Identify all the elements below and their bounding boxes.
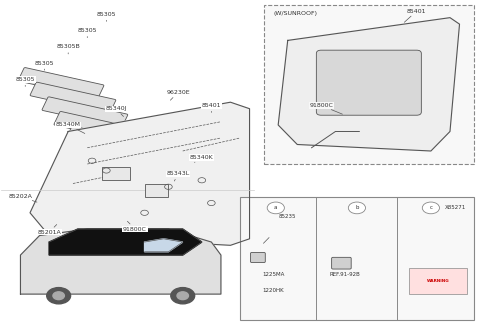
Bar [409, 268, 467, 294]
Circle shape [177, 292, 189, 299]
Text: 85235: 85235 [279, 214, 297, 218]
FancyBboxPatch shape [54, 112, 140, 142]
Polygon shape [144, 239, 183, 252]
FancyBboxPatch shape [30, 82, 116, 113]
Text: 85340J: 85340J [105, 106, 127, 116]
FancyBboxPatch shape [316, 50, 421, 115]
Text: 1225MA: 1225MA [262, 272, 285, 277]
Circle shape [267, 202, 284, 214]
Bar [102, 167, 130, 180]
Circle shape [47, 288, 71, 304]
Bar [264, 5, 474, 164]
Text: 85401: 85401 [404, 9, 426, 22]
Text: b: b [355, 205, 359, 210]
Polygon shape [49, 229, 202, 255]
Circle shape [171, 288, 195, 304]
Text: 85340M: 85340M [56, 122, 85, 133]
FancyBboxPatch shape [42, 97, 128, 128]
Text: a: a [274, 205, 277, 210]
Circle shape [53, 292, 64, 299]
Text: (W/SUNROOF): (W/SUNROOF) [274, 11, 317, 16]
Text: X85271: X85271 [445, 205, 467, 210]
Polygon shape [30, 102, 250, 245]
Text: 85201A: 85201A [37, 225, 61, 235]
FancyBboxPatch shape [18, 68, 104, 98]
Text: 85340K: 85340K [190, 155, 214, 162]
Text: c: c [430, 205, 432, 210]
Text: 85305B: 85305B [56, 44, 80, 54]
Circle shape [422, 202, 440, 214]
Text: 85343L: 85343L [167, 171, 190, 181]
Text: 91800C: 91800C [123, 221, 147, 232]
Text: 1220HK: 1220HK [263, 288, 284, 293]
FancyBboxPatch shape [251, 253, 265, 262]
Polygon shape [278, 18, 459, 151]
Polygon shape [21, 229, 221, 294]
Text: 85202A: 85202A [9, 194, 37, 202]
Circle shape [348, 202, 365, 214]
Text: WARNING: WARNING [427, 279, 449, 283]
FancyBboxPatch shape [66, 126, 152, 157]
Bar [144, 183, 168, 196]
Text: 96230E: 96230E [166, 90, 190, 100]
Text: 85401: 85401 [202, 103, 221, 113]
FancyBboxPatch shape [332, 257, 351, 269]
Bar [240, 196, 474, 320]
Text: 85305: 85305 [35, 61, 54, 70]
Text: 85305: 85305 [78, 28, 97, 38]
Text: REF.91-92B: REF.91-92B [330, 272, 360, 277]
Text: 85305: 85305 [96, 12, 116, 21]
Text: 91800C: 91800C [309, 103, 342, 114]
Text: 85305: 85305 [15, 77, 35, 86]
